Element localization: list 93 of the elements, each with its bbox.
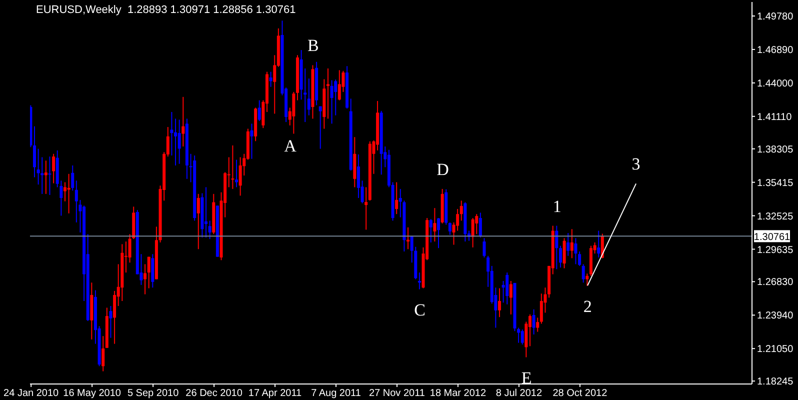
annotation: A: [284, 136, 298, 156]
annotation: 1: [552, 196, 562, 216]
candlestick: [586, 273, 589, 286]
candlestick: [433, 208, 436, 242]
x-tick-label: 27 Nov 2011: [369, 388, 426, 400]
candlestick: [562, 238, 566, 269]
candlestick: [250, 123, 254, 160]
candlestick: [258, 100, 261, 122]
candlestick: [326, 68, 330, 120]
chart-title: EURUSD,Weekly 1.28893 1.30971 1.28856 1.30761: [36, 4, 296, 16]
candlestick: [437, 218, 440, 249]
candlestick: [395, 182, 398, 215]
candlestick: [506, 272, 509, 305]
x-tick-label: 5 Sep 2010: [127, 388, 180, 400]
candlestick: [566, 232, 570, 256]
candlestick: [364, 186, 368, 230]
candlestick: [238, 156, 242, 196]
y-tick-label: 1.26830: [757, 277, 794, 288]
candlestick: [498, 288, 501, 318]
candlestick: [147, 256, 150, 289]
candlestick: [318, 106, 322, 150]
candlestick: [471, 218, 474, 248]
candlestick: [48, 156, 52, 196]
candlestick: [517, 327, 520, 344]
candlestick: [555, 225, 558, 270]
y-tick-label: 1.29635: [757, 244, 794, 256]
x-tick-label: 8 Jul 2012: [496, 388, 542, 400]
annotation: 3: [632, 154, 640, 174]
y-tick-label: 1.46890: [757, 45, 794, 56]
y-tick-label: 1.35415: [757, 178, 794, 189]
candlestick: [63, 182, 66, 202]
candlestick: [460, 200, 463, 222]
candlestick: [307, 78, 310, 116]
candlestick: [182, 96, 185, 147]
candlestick: [532, 308, 536, 335]
annotation: E: [521, 368, 532, 388]
candlestick: [330, 80, 334, 124]
candlestick: [520, 328, 524, 346]
candlestick: [71, 164, 74, 192]
y-tick-label: 1.21050: [757, 344, 794, 356]
candlestick: [44, 160, 48, 194]
candlestick: [482, 238, 486, 258]
candlestick: [356, 154, 360, 198]
y-tick-label: 1.32525: [757, 211, 794, 222]
annotation: B: [307, 36, 319, 56]
candlestick: [113, 290, 116, 344]
candlestick: [208, 220, 212, 240]
candlestick: [418, 272, 421, 290]
x-tick-label: 7 Aug 2011: [311, 388, 362, 400]
candlestick: [32, 126, 36, 178]
annotation: D: [436, 160, 449, 179]
candlestick: [478, 212, 482, 238]
ref-line-label: 1.30761: [754, 232, 791, 244]
candlestick: [196, 193, 200, 250]
candlestick: [235, 159, 238, 188]
candlestick: [448, 222, 452, 236]
candlestick: [509, 280, 512, 315]
candlestick: [429, 218, 432, 243]
candlestick: [109, 305, 112, 338]
x-tick-label: 26 Dec 2010: [186, 388, 243, 400]
y-tick-label: 1.44000: [757, 78, 794, 90]
candlestick: [578, 250, 582, 266]
candlestick: [338, 70, 341, 101]
x-tick-label: 17 Apr 2011: [248, 388, 302, 400]
candlestick: [144, 264, 147, 295]
candlestick: [597, 230, 600, 258]
candlestick: [151, 254, 154, 288]
candlestick: [574, 238, 578, 265]
candlestick: [269, 71, 272, 88]
candlestick: [570, 228, 574, 259]
y-tick-label: 1.38305: [757, 144, 794, 156]
candlestick: [178, 119, 181, 164]
candlestick: [170, 111, 174, 156]
candlestick: [204, 186, 208, 238]
y-tick-label: 1.41110: [757, 112, 792, 123]
annotation: 2: [583, 297, 592, 316]
y-tick-label: 1.23940: [757, 310, 794, 322]
candlestick: [582, 264, 585, 284]
x-tick-label: 24 Jan 2010: [4, 388, 60, 400]
candlestick: [528, 314, 532, 347]
y-tick-label: 1.18245: [757, 376, 794, 388]
candlestick: [536, 317, 540, 332]
y-tick-label: 1.49780: [757, 12, 794, 23]
candlestick: [231, 144, 234, 190]
candlestick: [292, 91, 296, 134]
candlestick: [558, 245, 562, 268]
candlestick: [102, 336, 105, 372]
candlestick: [52, 153, 56, 184]
annotation: C: [414, 300, 426, 320]
x-tick-label: 18 Mar 2012: [430, 388, 486, 400]
x-tick-label: 28 Oct 2012: [552, 388, 608, 400]
x-tick-label: 16 May 2010: [63, 388, 122, 400]
candlestick: [174, 118, 178, 166]
